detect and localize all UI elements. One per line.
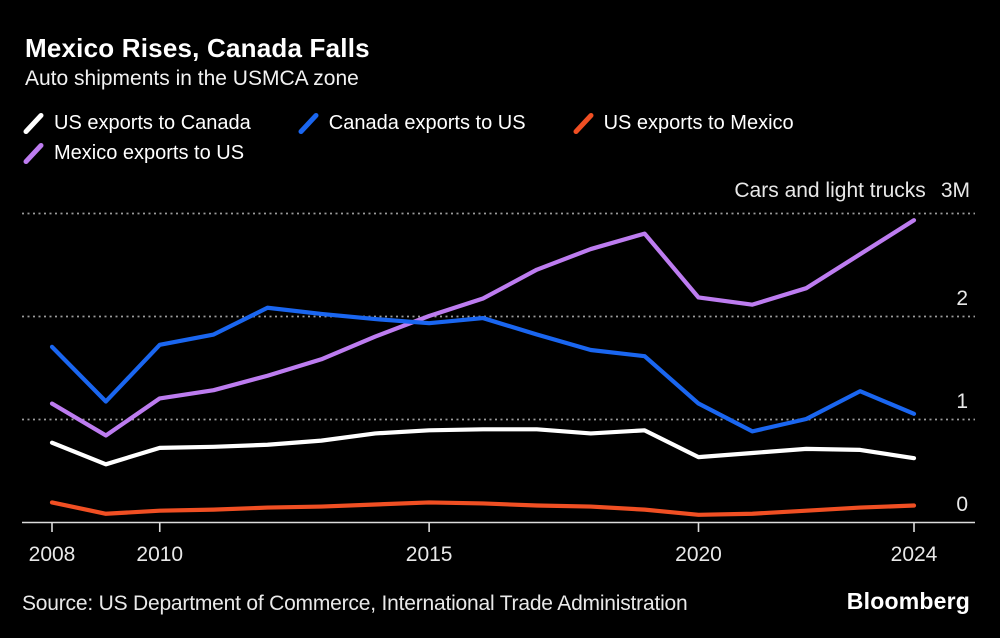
legend-label: US exports to Canada <box>54 112 251 134</box>
legend: US exports to Canada Canada exports to U… <box>22 111 840 166</box>
legend-item-us-exports-to-canada: US exports to Canada <box>22 111 251 136</box>
svg-text:2024: 2024 <box>891 543 938 566</box>
y-axis-max-tick: 3M <box>940 179 970 202</box>
axis-units-label: Cars and light trucks 3M <box>734 179 970 203</box>
chart-title: Mexico Rises, Canada Falls <box>25 33 370 63</box>
units-text: Cars and light trucks <box>734 179 926 202</box>
legend-label: US exports to Mexico <box>603 112 794 134</box>
svg-text:2: 2 <box>956 287 968 310</box>
legend-item-us-exports-to-mexico: US exports to Mexico <box>572 111 794 136</box>
svg-text:2008: 2008 <box>29 543 76 566</box>
svg-text:0: 0 <box>956 493 968 516</box>
legend-label: Mexico exports to US <box>54 142 245 164</box>
svg-text:2015: 2015 <box>406 543 453 566</box>
legend-row-1: US exports to Canada Canada exports to U… <box>22 111 840 136</box>
chart-subtitle: Auto shipments in the USMCA zone <box>25 67 359 90</box>
legend-row-2: Mexico exports to US <box>22 141 840 166</box>
source-note: Source: US Department of Commerce, Inter… <box>22 592 688 615</box>
legend-item-mexico-exports-to-us: Mexico exports to US <box>22 141 245 166</box>
svg-text:2010: 2010 <box>136 543 183 566</box>
bloomberg-logo: Bloomberg <box>846 588 970 614</box>
legend-item-canada-exports-to-us: Canada exports to US <box>297 111 526 136</box>
svg-text:1: 1 <box>956 390 968 413</box>
svg-text:2020: 2020 <box>675 543 722 566</box>
legend-label: Canada exports to US <box>328 112 526 134</box>
